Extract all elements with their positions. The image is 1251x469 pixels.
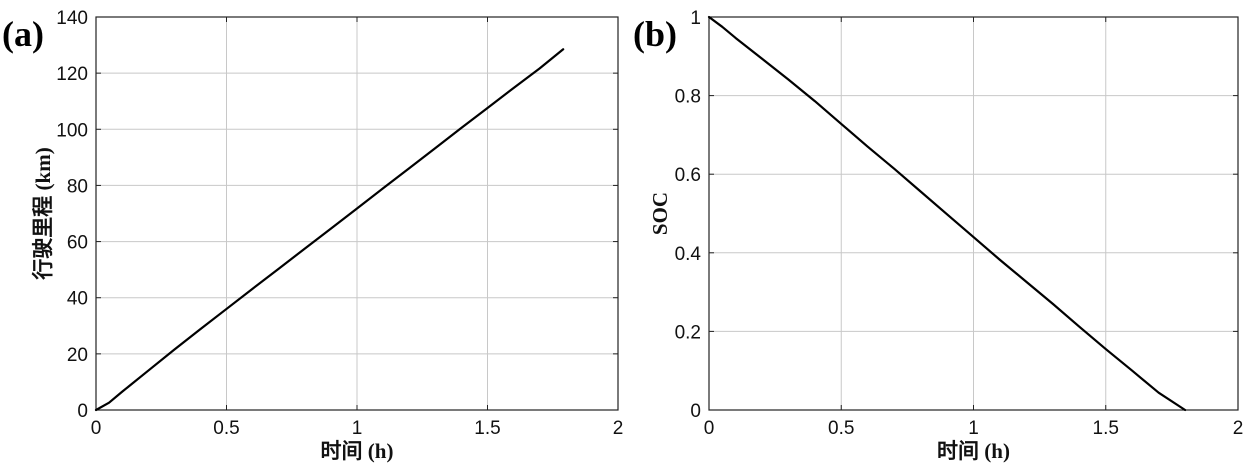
y-tick-label: 120	[56, 64, 88, 85]
y-axis-label: 行驶里程 (km)	[31, 147, 55, 280]
y-tick-label: 40	[67, 289, 88, 310]
y-tick-label: 20	[67, 345, 88, 366]
series-line	[94, 48, 565, 412]
x-axis-label: 时间 (h)	[937, 439, 1010, 463]
panel-label: (a)	[2, 14, 44, 54]
y-tick-label: 0	[690, 401, 701, 422]
y-tick-label: 100	[56, 120, 88, 141]
y-tick-label: 0.2	[675, 322, 701, 343]
x-axis-label: 时间 (h)	[321, 439, 394, 463]
y-tick-label: 0.8	[675, 87, 701, 108]
x-tick-label: 1	[968, 418, 979, 439]
axes-frame	[708, 16, 1239, 411]
y-tick-label: 80	[67, 176, 88, 197]
x-tick-label: 2	[1233, 418, 1244, 439]
y-tick-label: 0.4	[675, 244, 702, 265]
y-tick-label: 140	[56, 8, 88, 29]
y-tick-label: 1	[690, 8, 701, 29]
x-tick-label: 2	[613, 418, 624, 439]
x-tick-label: 1.5	[474, 418, 500, 439]
y-tick-label: 60	[67, 233, 88, 254]
x-tick-label: 0	[91, 418, 102, 439]
x-tick-label: 0.5	[828, 418, 854, 439]
x-tick-label: 0	[704, 418, 715, 439]
axes-frame	[95, 16, 619, 411]
panel-label: (b)	[633, 14, 677, 54]
y-axis-label: SOC	[648, 192, 672, 235]
y-tick-label: 0.6	[675, 165, 701, 186]
y-tick-label: 0	[77, 401, 88, 422]
x-tick-label: 0.5	[213, 418, 239, 439]
series-line	[707, 15, 1187, 412]
x-tick-label: 1.5	[1093, 418, 1119, 439]
x-tick-label: 1	[352, 418, 363, 439]
